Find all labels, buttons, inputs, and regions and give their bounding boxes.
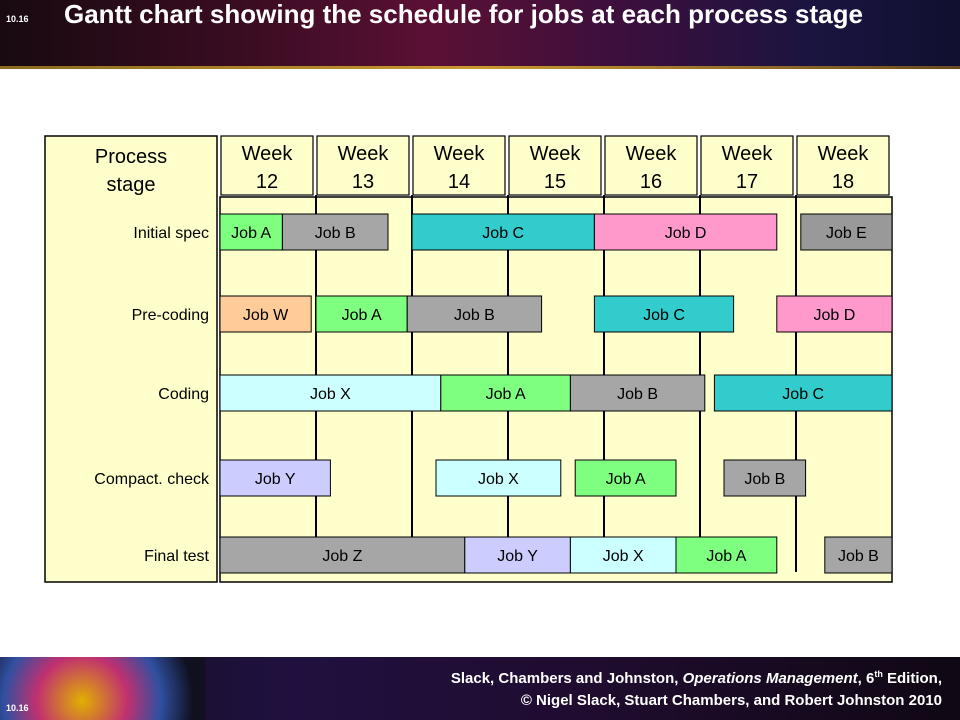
week-header-word-4: Week (626, 143, 678, 165)
task-label-18: Job Z (322, 548, 362, 565)
task-bar-12 (569, 374, 706, 412)
week-header-box-4 (604, 135, 698, 196)
task-bar-7 (406, 295, 543, 333)
task-label-3: Job D (665, 225, 707, 242)
title-underline (0, 66, 960, 69)
week-header-word-5: Week (722, 143, 774, 165)
task-bar-14 (219, 459, 331, 497)
week-header-box-1 (316, 135, 410, 196)
task-bar-15 (435, 459, 562, 497)
week-header-number-0: 12 (256, 171, 278, 193)
week-header-box-0 (220, 135, 314, 196)
footer-line-2: © Nigel Slack, Stuart Chambers, and Robe… (520, 692, 942, 709)
footer-line1-sep: , 6 (857, 670, 875, 687)
task-bar-17 (723, 459, 807, 497)
task-bar-10 (219, 374, 442, 412)
stage-label-1: Pre-coding (132, 307, 209, 324)
footer-line1-prefix: Slack, Chambers and Johnston, (450, 670, 683, 687)
task-label-12: Job B (617, 386, 658, 403)
footer-book-title: Operations Management (682, 670, 858, 687)
task-label-5: Job W (243, 307, 289, 324)
task-label-15: Job X (478, 471, 519, 488)
footer-line1-suffix: Edition, (882, 670, 942, 687)
week-header-number-5: 17 (736, 171, 758, 193)
task-label-8: Job C (643, 307, 685, 324)
footer-line1-sup: th (874, 669, 883, 679)
slide-number-bottom: 10.16 (6, 703, 29, 713)
week-header-box-2 (412, 135, 506, 196)
week-header-word-1: Week (338, 143, 390, 165)
stage-label-3: Compact. check (94, 471, 210, 488)
task-bar-1 (281, 213, 389, 251)
task-label-16: Job A (606, 471, 646, 488)
week-header-word-0: Week (242, 143, 294, 165)
title-bar (0, 0, 960, 66)
week-header-number-6: 18 (832, 171, 854, 193)
task-bar-16 (574, 459, 677, 497)
row-header-line-1: Process (95, 146, 167, 168)
task-bar-13 (713, 374, 893, 412)
week-header-number-2: 14 (448, 171, 470, 193)
task-label-9: Job D (814, 307, 856, 324)
task-label-6: Job A (342, 307, 382, 324)
task-label-20: Job X (603, 548, 644, 565)
week-header-box-3 (508, 135, 602, 196)
gantt-chart: Process stage Week 12 Week 13 Week 14 Week 15 Week… (44, 135, 893, 583)
stage-label-panel (44, 135, 218, 583)
week-header-word-3: Week (530, 143, 582, 165)
task-label-1: Job B (315, 225, 356, 242)
task-bar-19 (464, 536, 571, 574)
task-label-2: Job C (482, 225, 524, 242)
week-header-number-3: 15 (544, 171, 566, 193)
task-bar-11 (440, 374, 571, 412)
task-bar-2 (411, 213, 595, 251)
task-label-11: Job A (486, 386, 526, 403)
task-bar-21 (675, 536, 778, 574)
slide-title: Gantt chart showing the schedule for job… (64, 0, 863, 29)
task-bar-8 (593, 295, 735, 333)
task-label-14: Job Y (255, 471, 296, 488)
task-label-13: Job C (782, 386, 824, 403)
task-bar-4 (800, 213, 893, 251)
footer-line-1: Slack, Chambers and Johnston, Operations… (451, 663, 942, 690)
task-label-7: Job B (454, 307, 495, 324)
week-header-number-4: 16 (640, 171, 662, 193)
task-label-21: Job A (706, 548, 746, 565)
task-label-17: Job B (744, 471, 785, 488)
row-header-line-2: stage (107, 174, 156, 196)
footer-credits: Slack, Chambers and Johnston, Operations… (451, 663, 942, 712)
week-header-word-2: Week (434, 143, 486, 165)
task-bar-3 (593, 213, 778, 251)
week-header-box-6 (796, 135, 890, 196)
week-header-box-5 (700, 135, 794, 196)
task-label-0: Job A (231, 225, 271, 242)
stage-label-2: Coding (158, 386, 209, 403)
task-bar-9 (776, 295, 893, 333)
week-header-word-6: Week (818, 143, 870, 165)
task-label-10: Job X (310, 386, 351, 403)
task-bar-18 (219, 536, 466, 574)
task-label-22: Job B (838, 548, 879, 565)
stage-label-4: Final test (144, 548, 209, 565)
task-bar-5 (219, 295, 312, 333)
task-bar-20 (569, 536, 677, 574)
week-header-number-1: 13 (352, 171, 374, 193)
footer-bar: 10.16 Slack, Chambers and Johnston, Oper… (0, 657, 960, 720)
task-label-4: Job E (826, 225, 867, 242)
slide-number-top: 10.16 (6, 14, 29, 24)
footer-paint-image (0, 657, 205, 720)
stage-label-0: Initial spec (133, 225, 209, 242)
task-bar-0 (219, 213, 283, 251)
task-label-19: Job Y (497, 548, 538, 565)
task-bar-22 (824, 536, 893, 574)
